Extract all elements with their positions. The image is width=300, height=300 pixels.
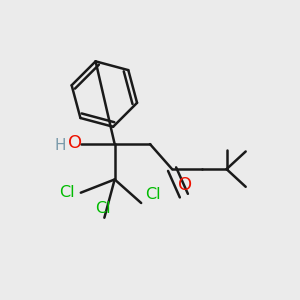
Text: Cl: Cl — [146, 187, 161, 202]
Text: H: H — [55, 138, 66, 153]
Text: Cl: Cl — [95, 201, 111, 216]
Text: O: O — [178, 176, 192, 194]
Text: O: O — [68, 134, 82, 152]
Text: Cl: Cl — [59, 185, 75, 200]
